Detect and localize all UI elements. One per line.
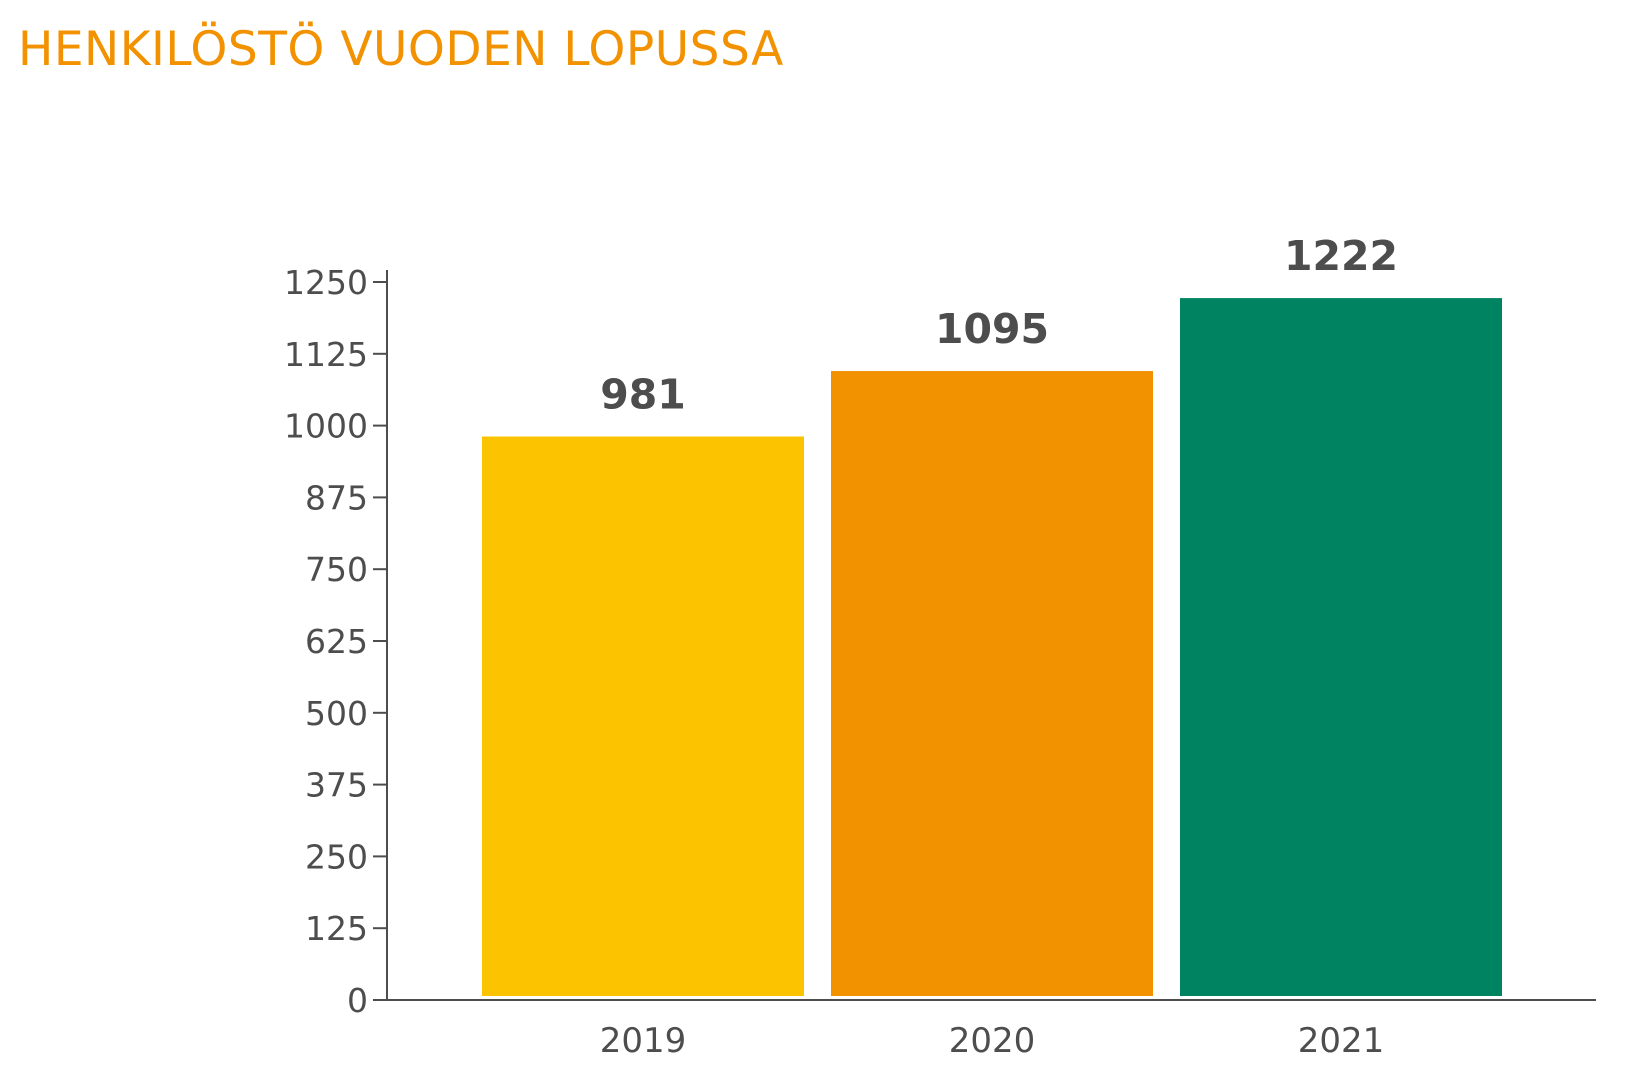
bar-2019	[482, 436, 804, 996]
y-tick-label: 625	[305, 622, 368, 661]
y-tick-label: 1000	[284, 407, 368, 446]
y-tick-label: 750	[305, 550, 368, 589]
bar-2021	[1180, 298, 1502, 996]
y-axis-ticks: 0 125 250 375 500 625 750 875 1000 1125 1250	[284, 263, 387, 1020]
y-tick-label: 1125	[284, 335, 368, 374]
y-tick-label: 375	[305, 766, 368, 805]
y-tick-label: 875	[305, 478, 368, 517]
x-axis-labels: 2019 2020 2021	[600, 1021, 1385, 1061]
data-labels: 981 1095 1222	[600, 232, 1398, 418]
x-tick-label-2019: 2019	[600, 1021, 687, 1061]
y-tick-label: 500	[305, 694, 368, 733]
x-tick-label-2021: 2021	[1298, 1021, 1385, 1061]
y-tick-label: 0	[347, 981, 368, 1020]
y-tick-label: 250	[305, 837, 368, 876]
chart-title: HENKILÖSTÖ VUODEN LOPUSSA	[18, 22, 784, 77]
x-tick-label-2020: 2020	[949, 1021, 1036, 1061]
bars	[482, 298, 1502, 997]
data-label-2019: 981	[600, 371, 686, 419]
bar-2020	[831, 371, 1153, 997]
y-tick-label: 125	[305, 909, 368, 948]
data-label-2020: 1095	[935, 305, 1049, 353]
data-label-2021: 1222	[1284, 232, 1398, 280]
y-tick-label: 1250	[284, 263, 368, 302]
